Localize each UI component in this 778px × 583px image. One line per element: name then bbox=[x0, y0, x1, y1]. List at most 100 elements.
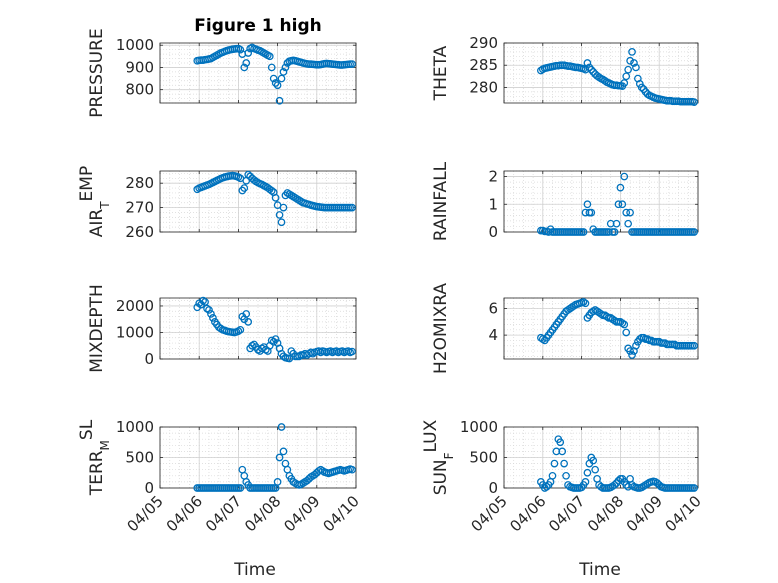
y-axis-label: THETA bbox=[431, 45, 451, 101]
data-point bbox=[587, 208, 596, 217]
data-point bbox=[348, 203, 356, 212]
data-point bbox=[244, 318, 253, 326]
data-point bbox=[560, 459, 568, 468]
data-point bbox=[637, 83, 646, 92]
data-point bbox=[601, 76, 609, 85]
data-point bbox=[348, 347, 356, 356]
data-point bbox=[595, 73, 603, 82]
y-tick-label: 4 bbox=[488, 326, 498, 344]
x-tick-label: 04/06 bbox=[163, 492, 206, 535]
data-point bbox=[616, 183, 625, 192]
x-axis-label-left: Time bbox=[233, 560, 276, 580]
data-point bbox=[581, 478, 590, 486]
data-point bbox=[624, 65, 633, 74]
y-axis-label: SUNFLUX bbox=[421, 419, 456, 495]
y-tick-label: 0 bbox=[144, 350, 154, 368]
y-axis-label: H2OMIXRA bbox=[431, 283, 451, 374]
y-tick-label: 1000 bbox=[116, 418, 154, 436]
data-point bbox=[277, 218, 286, 227]
data-point bbox=[273, 81, 282, 90]
data-point bbox=[690, 98, 698, 106]
data-point bbox=[281, 63, 290, 72]
data-point bbox=[620, 172, 629, 181]
x-tick-label: 04/09 bbox=[623, 492, 666, 535]
figure-title: Figure 1 high bbox=[194, 16, 322, 36]
data-point bbox=[269, 74, 278, 83]
data-point bbox=[273, 478, 282, 486]
x-tick-label: 04/07 bbox=[202, 492, 245, 535]
data-point bbox=[579, 228, 588, 236]
data-point bbox=[624, 219, 633, 228]
data-point bbox=[622, 208, 631, 217]
x-tick-label: 04/10 bbox=[320, 492, 363, 535]
axes-box bbox=[159, 297, 357, 360]
data-point bbox=[618, 319, 627, 328]
x-tick-label: 04/06 bbox=[506, 492, 549, 535]
y-tick-label: 285 bbox=[469, 56, 498, 74]
y-tick-label: 800 bbox=[125, 81, 154, 99]
subplot-4: 0 1 2 RAINFALL bbox=[431, 161, 699, 241]
y-axis-label: PRESSURE bbox=[87, 28, 107, 117]
data-point bbox=[628, 48, 636, 56]
data-point bbox=[579, 298, 588, 306]
data-point bbox=[610, 228, 619, 236]
data-point bbox=[622, 328, 631, 337]
data-point bbox=[622, 72, 631, 81]
y-axis-label: TERRMSL bbox=[77, 419, 112, 496]
data-point bbox=[690, 228, 698, 236]
data-point bbox=[271, 79, 280, 87]
x-axis-label-right: Time bbox=[578, 560, 621, 580]
data-point bbox=[279, 447, 288, 456]
data-point bbox=[558, 447, 567, 456]
data-point bbox=[542, 482, 551, 491]
y-axis-label: MIXDEPTH bbox=[87, 284, 107, 373]
data-point bbox=[626, 347, 634, 355]
y-axis-label: AIRTEMP bbox=[77, 166, 112, 237]
axes-box bbox=[159, 42, 357, 104]
data-point bbox=[626, 56, 634, 65]
data-point bbox=[583, 200, 592, 209]
data-point bbox=[207, 310, 215, 318]
data-point bbox=[275, 453, 284, 462]
y-tick-label: 270 bbox=[125, 199, 154, 217]
data-point bbox=[562, 471, 570, 480]
data-point bbox=[589, 456, 598, 465]
data-point bbox=[655, 481, 664, 489]
axes-box bbox=[503, 170, 699, 233]
data-point bbox=[585, 63, 594, 72]
y-tick-label: 0 bbox=[488, 479, 498, 497]
data-point bbox=[244, 49, 253, 57]
data-point bbox=[690, 341, 698, 350]
y-tick-label: 280 bbox=[469, 78, 498, 96]
axes-box bbox=[503, 42, 699, 104]
x-tick-label: 04/05 bbox=[468, 492, 511, 535]
data-point bbox=[205, 306, 213, 314]
x-tick-label: 04/09 bbox=[280, 492, 323, 535]
data-point bbox=[589, 68, 598, 76]
subplot-6: 4 6 H2OMIXRA bbox=[431, 283, 699, 374]
axes-box bbox=[503, 297, 699, 360]
data-point bbox=[279, 68, 288, 76]
data-point bbox=[548, 471, 557, 480]
y-axis-label: RAINFALL bbox=[431, 161, 451, 241]
data-point bbox=[556, 438, 565, 447]
y-tick-label: 1000 bbox=[460, 418, 498, 436]
y-tick-label: 6 bbox=[488, 300, 498, 318]
y-tick-label: 900 bbox=[125, 58, 154, 76]
y-tick-label: 280 bbox=[125, 174, 154, 192]
data-point bbox=[630, 59, 638, 67]
data-point bbox=[628, 481, 636, 489]
data-point bbox=[348, 465, 356, 474]
data-point bbox=[690, 484, 698, 492]
data-point bbox=[587, 65, 596, 74]
data-point bbox=[550, 459, 559, 468]
y-tick-label: 1 bbox=[488, 195, 498, 213]
y-tick-label: 2 bbox=[488, 168, 498, 186]
data-point bbox=[632, 341, 640, 350]
data-point bbox=[581, 299, 590, 308]
data-point bbox=[279, 203, 288, 212]
x-tick-label: 04/10 bbox=[662, 492, 705, 535]
